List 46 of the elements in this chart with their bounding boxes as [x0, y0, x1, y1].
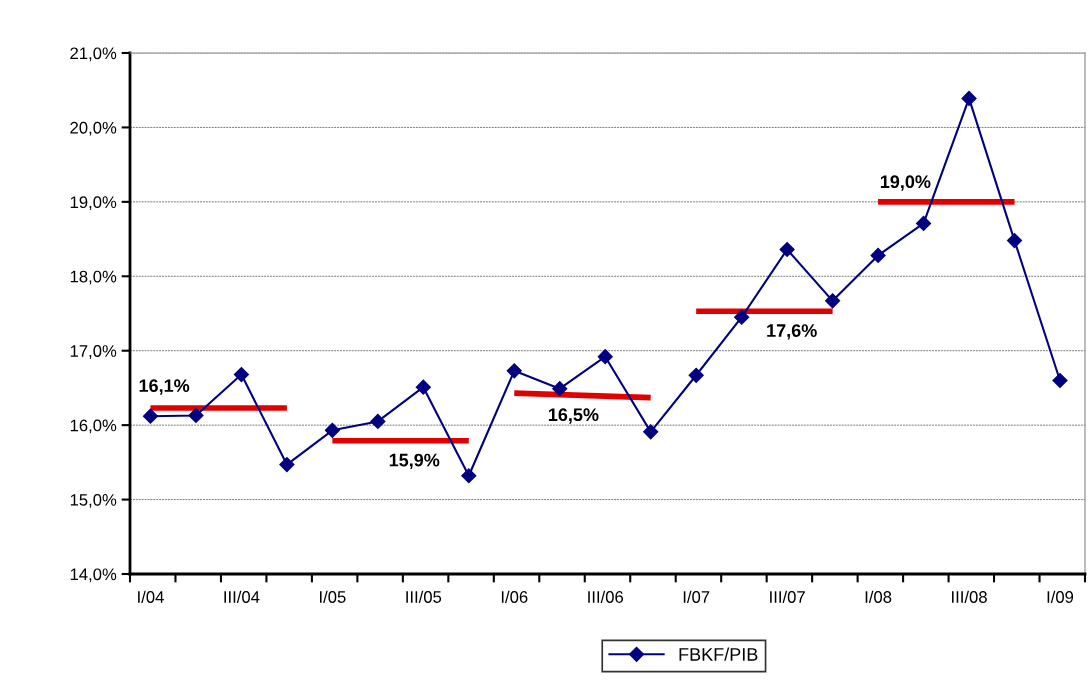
point	[233, 366, 249, 383]
legend-label: FBKF/PIB	[679, 647, 758, 661]
point	[734, 309, 750, 325]
point	[1006, 232, 1023, 249]
point	[1052, 372, 1068, 389]
annotation: 16,1%	[139, 379, 190, 395]
y-tick-label: 15,0%	[70, 493, 117, 508]
point	[688, 367, 704, 383]
x-tick-label: I/09	[1047, 590, 1074, 603]
point	[961, 90, 977, 106]
y-tick-label: 20,0%	[70, 121, 117, 136]
point	[461, 468, 477, 484]
x-tick-label: III/05	[406, 590, 442, 603]
annotation: 15,9%	[389, 453, 440, 470]
y-tick-label: 19,0%	[70, 196, 117, 211]
point	[324, 422, 340, 438]
x-tick-label: I/08	[865, 590, 892, 603]
x-tick-label: I/07	[683, 590, 710, 603]
y-tick-label: 14,0%	[70, 568, 117, 583]
x-tick-label: III/04	[224, 590, 260, 603]
point	[506, 363, 522, 379]
annotation: 19,0%	[880, 175, 931, 191]
point	[188, 407, 204, 424]
x-tick-label: I/04	[138, 590, 164, 603]
point	[825, 293, 841, 309]
point	[279, 457, 295, 473]
point	[779, 241, 795, 258]
point	[870, 247, 886, 264]
y-tick-label: 21,0%	[70, 47, 117, 62]
y-tick-label: 18,0%	[70, 270, 117, 285]
point	[915, 215, 932, 232]
point	[597, 349, 613, 365]
y-tick-label: 17,0%	[70, 345, 117, 359]
x-tick-label: III/07	[770, 590, 805, 603]
x-tick-label: I/05	[320, 590, 346, 603]
point	[415, 379, 431, 395]
annotation: 17,6%	[767, 324, 817, 340]
point	[370, 413, 386, 429]
x-tick-label: III/08	[952, 590, 987, 603]
annotation: 16,5%	[548, 408, 599, 424]
point	[142, 408, 159, 424]
point	[552, 381, 568, 397]
x-tick-label: III/06	[588, 590, 624, 603]
y-tick-label: 16,0%	[70, 419, 117, 434]
x-tick-label: I/06	[501, 590, 528, 603]
point	[643, 424, 659, 440]
